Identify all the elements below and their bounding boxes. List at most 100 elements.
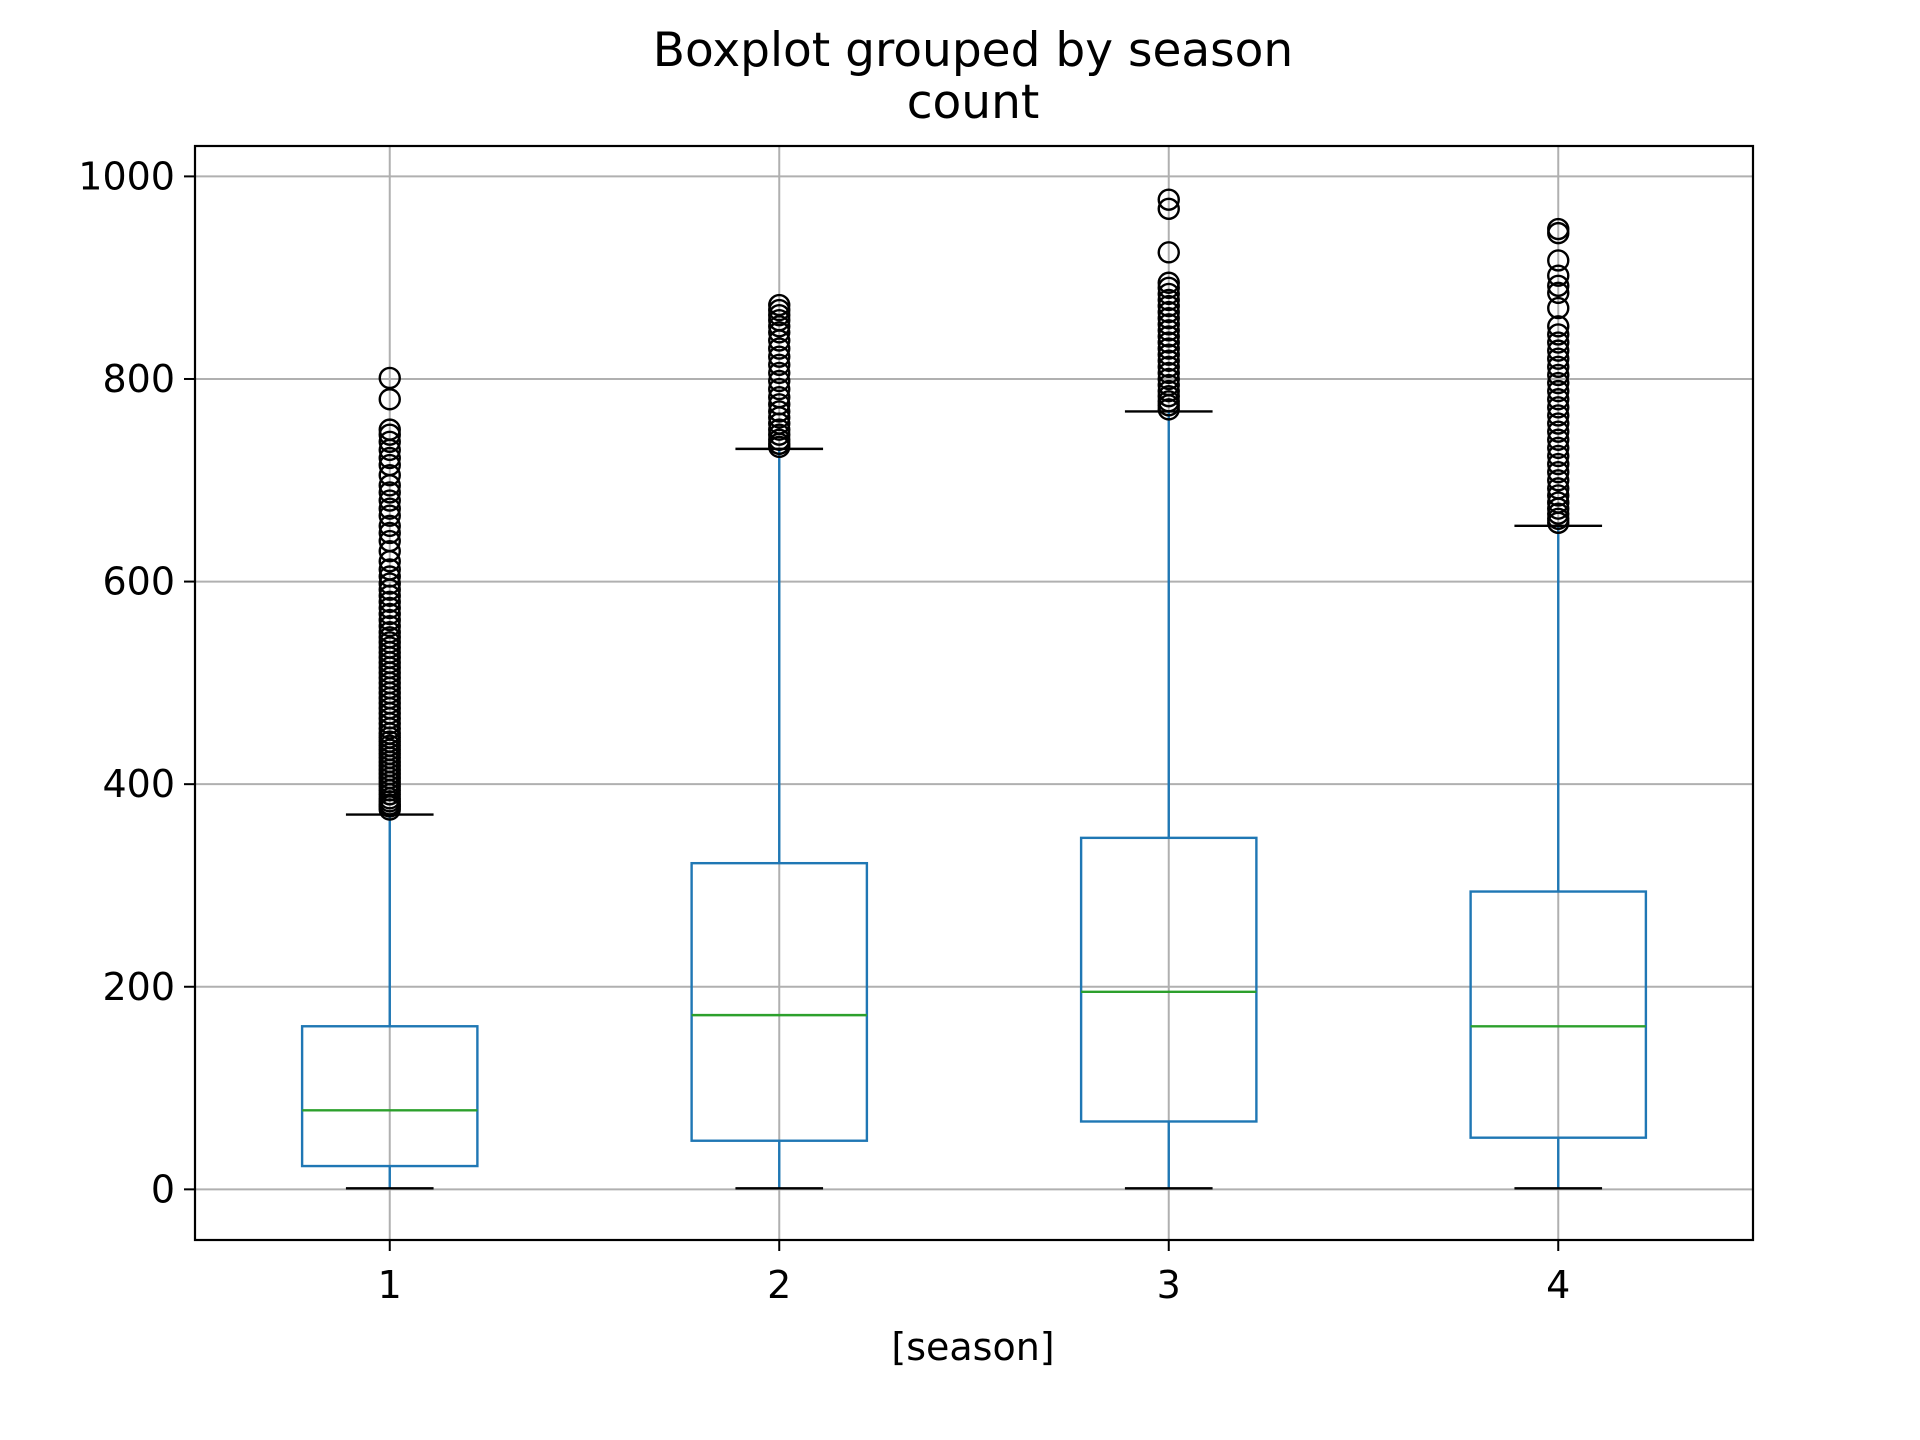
outlier-point [1547, 428, 1570, 451]
outlier-point [378, 514, 401, 538]
outlier-point [1547, 477, 1570, 500]
box-elements [300, 188, 1648, 1190]
outlier-point [1157, 188, 1180, 211]
outlier-point [1547, 469, 1570, 492]
outlier-point [1157, 325, 1180, 348]
outlier-point [768, 377, 791, 401]
outlier-point [378, 521, 401, 545]
outlier-point [1157, 294, 1180, 318]
outlier-point [768, 361, 791, 385]
outlier-point [378, 446, 401, 470]
outlier-point [378, 602, 401, 626]
outlier-point [1157, 271, 1180, 294]
outlier-point [1157, 241, 1180, 264]
outlier-point [378, 453, 401, 477]
outlier-point [1157, 379, 1180, 403]
outlier-point [378, 596, 401, 620]
outlier-point [1547, 274, 1570, 297]
chart-title: Boxplot grouped by season [653, 23, 1293, 78]
outlier-point [1547, 379, 1570, 403]
outlier-point [1157, 313, 1180, 336]
outlier-point [378, 529, 401, 553]
outlier-point [1157, 390, 1180, 413]
outlier-point [378, 626, 401, 649]
outlier-point [1547, 436, 1570, 460]
outlier-point [1157, 361, 1180, 385]
outlier-point [378, 636, 401, 659]
outlier-point [378, 464, 401, 487]
x-tick-label: 1 [378, 1263, 402, 1307]
y-tick-label: 1000 [78, 154, 175, 198]
outlier-point [1547, 444, 1570, 468]
outlier-point [1547, 363, 1570, 387]
outlier-point [1547, 315, 1570, 338]
outlier-point [1547, 323, 1570, 346]
outlier-point [1547, 371, 1570, 395]
outlier-point [1547, 507, 1570, 530]
outlier-point [378, 558, 401, 581]
outlier-point [378, 418, 401, 441]
outlier-point [378, 590, 401, 614]
outlier-point [1547, 281, 1570, 305]
outlier-point [1157, 349, 1180, 372]
outlier-point [768, 321, 791, 344]
outlier-point [378, 565, 401, 588]
outlier-point [378, 497, 401, 520]
outlier-point [378, 423, 401, 446]
outlier-point [378, 489, 401, 512]
outlier-point [378, 614, 401, 638]
outlier-point [1547, 249, 1570, 272]
outlier-point [768, 393, 791, 416]
outlier-point [1547, 420, 1570, 443]
outlier-point [1157, 307, 1180, 330]
outlier-point [378, 504, 401, 527]
outlier-point [378, 539, 401, 563]
y-tick-label: 400 [102, 762, 175, 806]
outlier-point [1157, 288, 1180, 312]
outlier-point [768, 315, 791, 338]
y-tick-label: 0 [151, 1167, 175, 1211]
outlier-point [1157, 331, 1180, 354]
outlier-point [378, 608, 401, 632]
outlier-point [768, 386, 791, 409]
iqr-box [300, 1025, 479, 1168]
outlier-point [1547, 296, 1570, 320]
outlier-point [768, 428, 791, 451]
outlier-point [768, 400, 791, 423]
outlier-point [1157, 276, 1180, 300]
outlier-point [1157, 355, 1180, 379]
outlier-point [1547, 347, 1570, 370]
outlier-point [1157, 385, 1180, 408]
outlier-point [768, 418, 791, 441]
outlier-point [1547, 452, 1570, 476]
outlier-point [1157, 373, 1180, 397]
outlier-point [1157, 337, 1180, 360]
outlier-point [1547, 460, 1570, 484]
iqr-box [1079, 836, 1258, 1123]
outlier-point [1547, 264, 1570, 287]
outlier-point [1157, 343, 1180, 366]
outlier-point [378, 388, 401, 411]
outlier-point [768, 369, 791, 393]
outlier-point [1547, 502, 1570, 525]
outlier-point [768, 345, 791, 368]
outlier-point [768, 423, 791, 446]
axis-ticks: 0 200 400 600 800 1000 1 2 3 4 [78, 154, 1570, 1307]
plot-area-background [195, 146, 1753, 1240]
outlier-point [1547, 339, 1570, 362]
outlier-point [768, 353, 791, 376]
outlier-point [1157, 319, 1180, 342]
outlier-point [378, 631, 401, 654]
y-tick-label: 200 [102, 965, 175, 1009]
plot-frame [193, 144, 1755, 1242]
outlier-point [1157, 282, 1180, 306]
outlier-point [1547, 412, 1570, 435]
x-tick-label: 2 [767, 1263, 791, 1307]
outlier-point [768, 298, 791, 322]
outlier-point [378, 366, 401, 390]
outlier-point [378, 572, 401, 595]
outlier-point [1547, 388, 1570, 411]
y-tick-label: 600 [102, 560, 175, 604]
x-tick-label: 3 [1157, 1263, 1181, 1307]
